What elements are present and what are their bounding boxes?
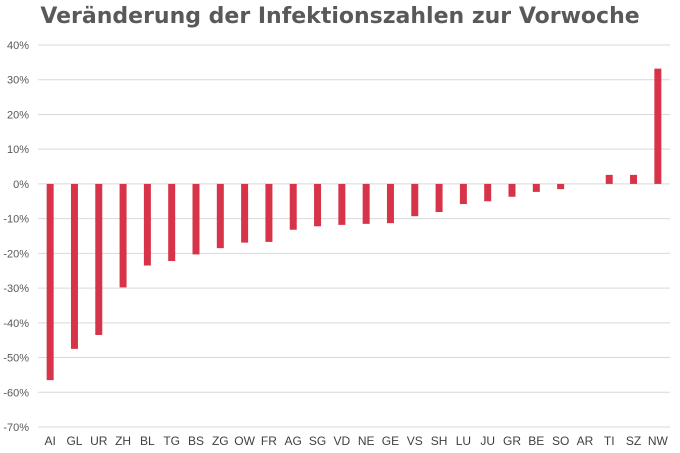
bar-zh [119,183,127,288]
y-tick-label: 40% [7,40,29,52]
x-tick-label-sz: SZ [626,434,641,448]
x-tick-label-ag: AG [285,434,302,448]
x-tick-label-ur: UR [90,434,108,448]
bar-bs [192,183,200,255]
y-tick-label: -60% [3,387,29,399]
y-tick-label: -40% [3,318,29,330]
bar-gr [508,183,516,197]
y-tick-label: 20% [7,109,29,121]
x-tick-label-so: SO [552,434,569,448]
bar-ag [289,183,297,230]
bar-ow [241,183,249,243]
bar-ge [386,183,394,224]
bar-vs [411,183,419,217]
y-tick-label: 30% [7,75,29,87]
x-tick-label-ge: GE [382,434,399,448]
x-tick-label-ju: JU [480,434,495,448]
x-tick-label-vs: VS [407,434,423,448]
x-tick-label-zh: ZH [115,434,131,448]
x-tick-label-bs: BS [188,434,204,448]
y-tick-label: 10% [7,144,29,156]
bar-fr [265,183,273,242]
bar-tg [168,183,176,262]
bar-sz [630,174,638,184]
bar-zg [216,183,224,249]
x-tick-label-lu: LU [456,434,471,448]
y-tick-label: -10% [3,214,29,226]
bar-sh [435,183,443,213]
bar-ju [484,183,492,202]
y-tick-label: -70% [3,422,29,434]
bar-sg [314,183,322,227]
x-tick-label-gr: GR [503,434,521,448]
x-tick-label-tg: TG [163,434,180,448]
bar-lu [459,183,467,205]
x-tick-label-vd: VD [334,434,351,448]
x-tick-label-ne: NE [358,434,375,448]
chart-title: Veränderung der Infektionszahlen zur Vor… [40,4,640,29]
bar-vd [338,183,346,225]
y-tick-label: 0% [13,179,29,191]
x-tick-label-ai: AI [44,434,55,448]
bar-ti [605,174,613,184]
gridlines [38,44,670,428]
x-tick-label-sg: SG [309,434,326,448]
x-tick-label-gl: GL [66,434,82,448]
y-axis-tick-labels: 40% 30% 20% 10% 0% -10% -20% -30% -40% -50% -60% -7… [3,40,29,434]
x-tick-label-be: BE [528,434,544,448]
bar-ur [95,183,103,335]
x-tick-label-nw: NW [648,434,669,448]
x-tick-label-zg: ZG [212,434,229,448]
bar-so [557,183,565,190]
x-tick-label-bl: BL [140,434,155,448]
bar-be [532,183,540,192]
x-tick-label-ar: AR [577,434,594,448]
x-tick-label-ow: OW [234,434,255,448]
x-tick-label-ti: TI [604,434,615,448]
y-tick-label: -50% [3,353,29,365]
bar-ne [362,183,370,224]
x-axis-category-labels: AI GL UR ZH BL TG BS ZG OW FR AG SG VD NE GE VS SH LU JU GR… [44,434,668,448]
bar-nw [654,68,662,184]
y-tick-label: -20% [3,248,29,260]
x-tick-label-sh: SH [431,434,448,448]
bar-bl [143,183,151,266]
bars [46,68,662,381]
y-tick-label: -30% [3,283,29,295]
bar-gl [70,183,78,349]
bar-ai [46,183,54,381]
x-tick-label-fr: FR [261,434,277,448]
